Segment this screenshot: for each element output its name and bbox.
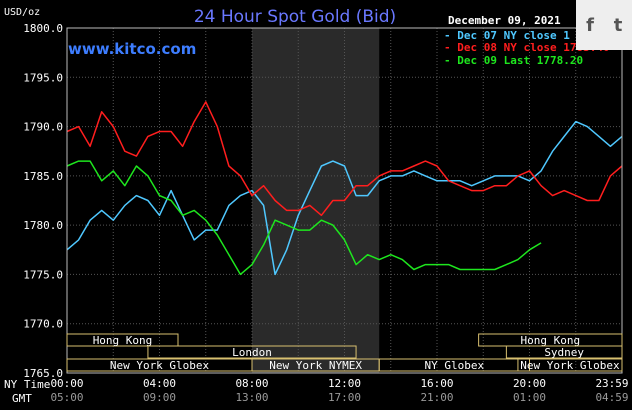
x-tick-label-gmt: 21:00: [420, 391, 453, 404]
y-tick-label: 1785.0: [23, 170, 63, 183]
session-label: New York Globex: [110, 359, 210, 372]
legend-dec09: - Dec 09 Last 1778.20: [444, 54, 583, 67]
x-tick-label-ny: 12:00: [328, 377, 361, 390]
session-bar: [66, 333, 179, 347]
series-lines: [66, 101, 623, 276]
x-tick-label-gmt: 09:00: [143, 391, 176, 404]
x-tick-label-gmt: 13:00: [235, 391, 268, 404]
plot-frame: [66, 27, 623, 374]
session-bars: Hong Kong London New York Globex New York N…: [66, 333, 623, 372]
session-label: Sydney: [544, 346, 584, 359]
x-tick-label-ny: 20:00: [513, 377, 546, 390]
facebook-share-button[interactable]: f: [586, 14, 594, 36]
legend-date: December 09, 2021: [448, 14, 561, 27]
x-tick-label-ny: 23:59: [595, 377, 628, 390]
legend-dec07: - Dec 07 NY close 1: [444, 29, 570, 42]
x-tick-label-gmt: 04:59: [595, 391, 628, 404]
session-label: NY Globex: [425, 359, 485, 372]
chart-title: 24 Hour Spot Gold (Bid): [194, 7, 396, 27]
y-tick-label: 1765.0: [23, 367, 63, 380]
x-tick-label-gmt: 17:00: [328, 391, 361, 404]
session-label: Hong Kong: [93, 334, 153, 347]
x-tick-label-ny: 16:00: [420, 377, 453, 390]
share-buttons: f t: [576, 0, 632, 50]
session-bar: [505, 345, 623, 359]
series-line-1: [66, 101, 623, 217]
y-axis-ticks: 1765.0 1770.0 1775.0 1780.0 1785.0 1790.0 1795…: [23, 22, 63, 380]
x-tick-label-gmt: 01:00: [513, 391, 546, 404]
legend-dec08: - Dec 08 NY close 1783.40: [444, 41, 610, 54]
y-tick-label: 1780.0: [23, 219, 63, 232]
session-bar: [147, 345, 357, 359]
x-tick-label-gmt: 05:00: [50, 391, 83, 404]
gmt-row-label: GMT: [12, 392, 32, 405]
y-tick-label: 1790.0: [23, 121, 63, 134]
y-unit-label: USD/oz: [4, 7, 40, 18]
session-bar: [517, 358, 623, 372]
x-tick-label-ny: 00:00: [50, 377, 83, 390]
session-label: New York NYMEX: [269, 359, 362, 372]
nymex-highlight-band: [252, 28, 380, 373]
x-tick-label-ny: 04:00: [143, 377, 176, 390]
x-tick-label-ny: 08:00: [235, 377, 268, 390]
series-line-0: [66, 120, 623, 276]
session-bar: [378, 358, 530, 372]
session-label: London: [232, 346, 272, 359]
y-tick-label: 1800.0: [23, 22, 63, 35]
twitter-share-button[interactable]: t: [613, 14, 623, 36]
y-tick-label: 1775.0: [23, 268, 63, 281]
session-label: New York Globex: [520, 359, 620, 372]
series-line-2: [66, 160, 542, 276]
ny-time-row-label: NY Time: [4, 378, 50, 391]
legend: December 09, 2021 - Dec 07 NY close 1 - …: [444, 14, 610, 67]
session-label: Hong Kong: [521, 334, 581, 347]
y-tick-label: 1795.0: [23, 71, 63, 84]
y-tick-label: 1770.0: [23, 318, 63, 331]
site-watermark: www.kitco.com: [68, 40, 196, 58]
